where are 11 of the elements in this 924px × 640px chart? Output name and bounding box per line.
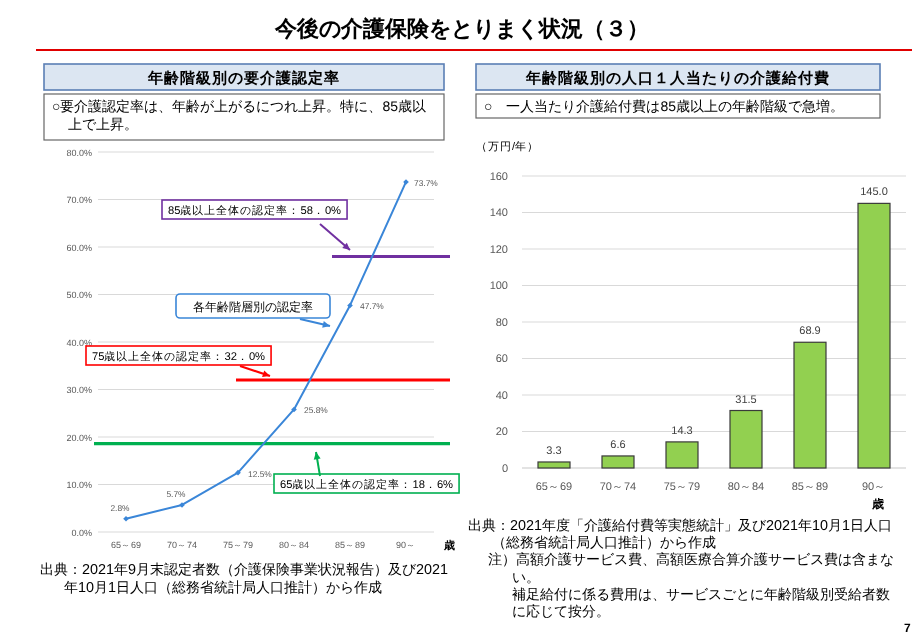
bar xyxy=(537,461,571,469)
point xyxy=(291,406,297,413)
bar xyxy=(665,441,699,469)
point xyxy=(123,515,129,522)
point xyxy=(347,302,353,309)
point xyxy=(235,469,241,476)
bar xyxy=(793,341,827,469)
bar xyxy=(857,202,891,469)
bar xyxy=(729,409,763,469)
bar xyxy=(601,455,635,469)
text: 今後の介護保険をとりまく状況（３） xyxy=(273,16,649,42)
